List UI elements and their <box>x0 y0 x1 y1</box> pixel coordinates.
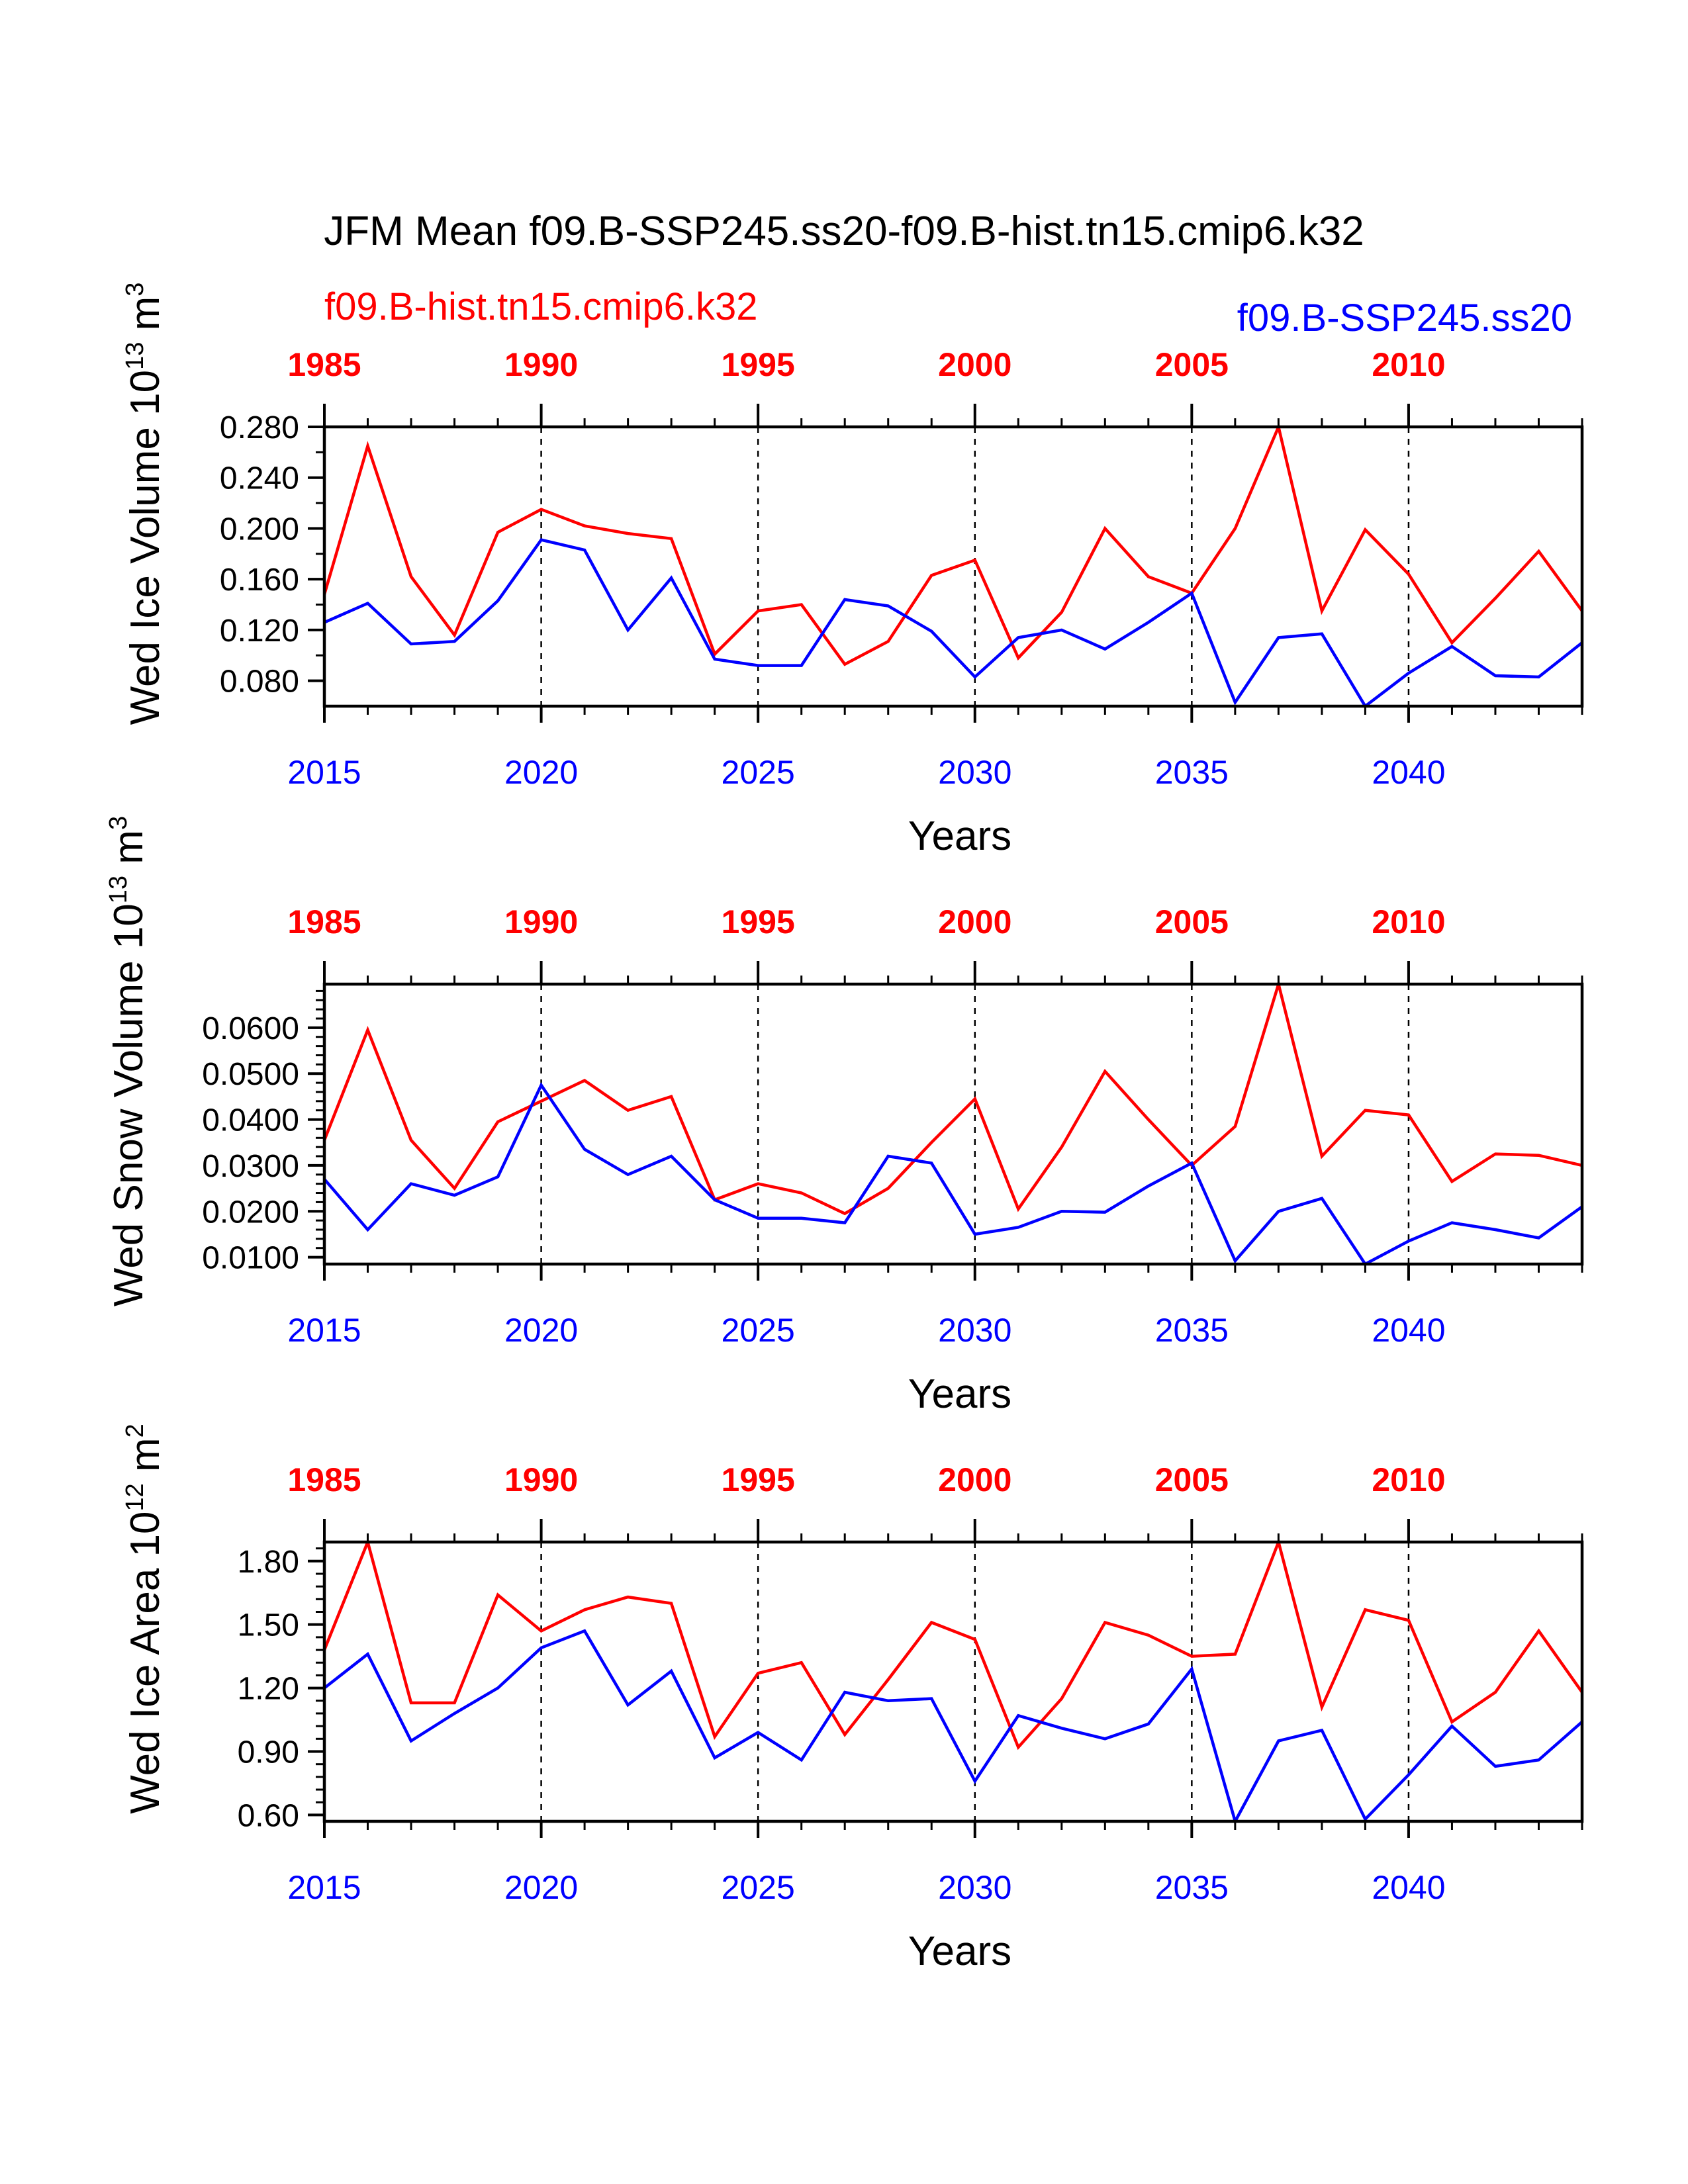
plot-frame <box>322 1540 1584 1823</box>
series-line-hist <box>322 1537 1583 1751</box>
legend-ssp: f09.B-SSP245.ss20 <box>1237 296 1572 340</box>
top-tick-label: 2005 <box>1155 346 1229 383</box>
top-tick-label: 1985 <box>287 1461 361 1498</box>
x-tick-label: 2025 <box>722 754 795 791</box>
y-tick-label: 1.50 <box>238 1608 299 1643</box>
x-tick-label: 2020 <box>504 1312 578 1349</box>
y-axis-label: Wed Ice Volume 1013 m3 <box>121 283 168 725</box>
x-tick-label: 2035 <box>1155 1312 1229 1349</box>
y-tick-label: 0.0400 <box>202 1103 299 1138</box>
x-axis-label: Years <box>908 813 1011 859</box>
chart-panel-3: 2015 1985 2020 1990 2025 1995 2030 2000 2035 2005… <box>121 1424 1584 1974</box>
y-axis-label: Wed Snow Volume 1013 m3 <box>105 816 152 1306</box>
top-tick-label: 1995 <box>722 1461 795 1498</box>
legend-hist: f09.B-hist.tn15.cmip6.k32 <box>324 285 757 328</box>
series-line-ssp <box>323 1629 1583 1825</box>
top-tick-label: 2010 <box>1372 903 1445 940</box>
x-tick-label: 2035 <box>1155 1869 1229 1906</box>
y-axis-label: Wed Ice Area 1012 m2 <box>121 1424 168 1814</box>
figure-title: JFM Mean f09.B-SSP245.ss20-f09.B-hist.tn… <box>324 208 1364 254</box>
top-tick-label: 2005 <box>1155 903 1229 940</box>
top-tick-label: 1985 <box>287 903 361 940</box>
y-tick-label: 0.120 <box>220 614 299 649</box>
plot-frame <box>322 982 1584 1266</box>
x-tick-label: 2015 <box>287 1312 361 1349</box>
y-tick-label: 0.0600 <box>202 1011 299 1046</box>
x-tick-label: 2020 <box>504 1869 578 1906</box>
x-axis-label: Years <box>908 1371 1011 1417</box>
top-tick-label: 2005 <box>1155 1461 1229 1498</box>
top-tick-label: 2000 <box>938 903 1011 940</box>
series-line-hist <box>322 978 1583 1216</box>
y-tick-label: 0.90 <box>238 1735 299 1770</box>
x-tick-label: 2035 <box>1155 754 1229 791</box>
y-tick-label: 0.0500 <box>202 1057 299 1092</box>
x-tick-label: 2015 <box>287 754 361 791</box>
y-tick-label: 0.080 <box>220 664 299 700</box>
x-tick-label: 2030 <box>938 1869 1011 1906</box>
top-tick-label: 1995 <box>722 903 795 940</box>
y-tick-label: 0.280 <box>220 410 299 445</box>
top-tick-label: 1990 <box>504 346 578 383</box>
top-tick-label: 1985 <box>287 346 361 383</box>
x-tick-label: 2025 <box>722 1869 795 1906</box>
x-tick-label: 2040 <box>1372 1869 1445 1906</box>
x-tick-label: 2025 <box>722 1312 795 1349</box>
series-line-ssp <box>323 1082 1583 1266</box>
y-tick-label: 1.20 <box>238 1672 299 1707</box>
x-tick-label: 2040 <box>1372 1312 1445 1349</box>
plot-frame <box>322 425 1584 708</box>
top-tick-label: 2010 <box>1372 1461 1445 1498</box>
top-tick-label: 2000 <box>938 1461 1011 1498</box>
top-tick-label: 1990 <box>504 903 578 940</box>
top-tick-label: 2000 <box>938 346 1011 383</box>
y-tick-label: 0.240 <box>220 461 299 496</box>
top-tick-label: 2010 <box>1372 346 1445 383</box>
x-tick-label: 2020 <box>504 754 578 791</box>
y-tick-label: 0.0300 <box>202 1149 299 1184</box>
y-tick-label: 0.200 <box>220 512 299 547</box>
top-tick-label: 1990 <box>504 1461 578 1498</box>
x-tick-label: 2015 <box>287 1869 361 1906</box>
x-tick-label: 2030 <box>938 754 1011 791</box>
top-tick-label: 1995 <box>722 346 795 383</box>
y-tick-label: 1.80 <box>238 1545 299 1580</box>
chart-panel-1: 2015 1985 2020 1990 2025 1995 2030 2000 2035 2005… <box>121 283 1584 859</box>
y-tick-label: 0.0200 <box>202 1195 299 1230</box>
x-tick-label: 2040 <box>1372 754 1445 791</box>
chart-panel-2: 2015 1985 2020 1990 2025 1995 2030 2000 2035 2005… <box>105 816 1584 1417</box>
x-axis-label: Years <box>908 1929 1011 1974</box>
series-line-ssp <box>324 538 1583 709</box>
y-tick-label: 0.0100 <box>202 1241 299 1276</box>
series-line-hist <box>322 422 1583 666</box>
y-tick-label: 0.160 <box>220 563 299 598</box>
y-tick-label: 0.60 <box>238 1798 299 1833</box>
x-tick-label: 2030 <box>938 1312 1011 1349</box>
